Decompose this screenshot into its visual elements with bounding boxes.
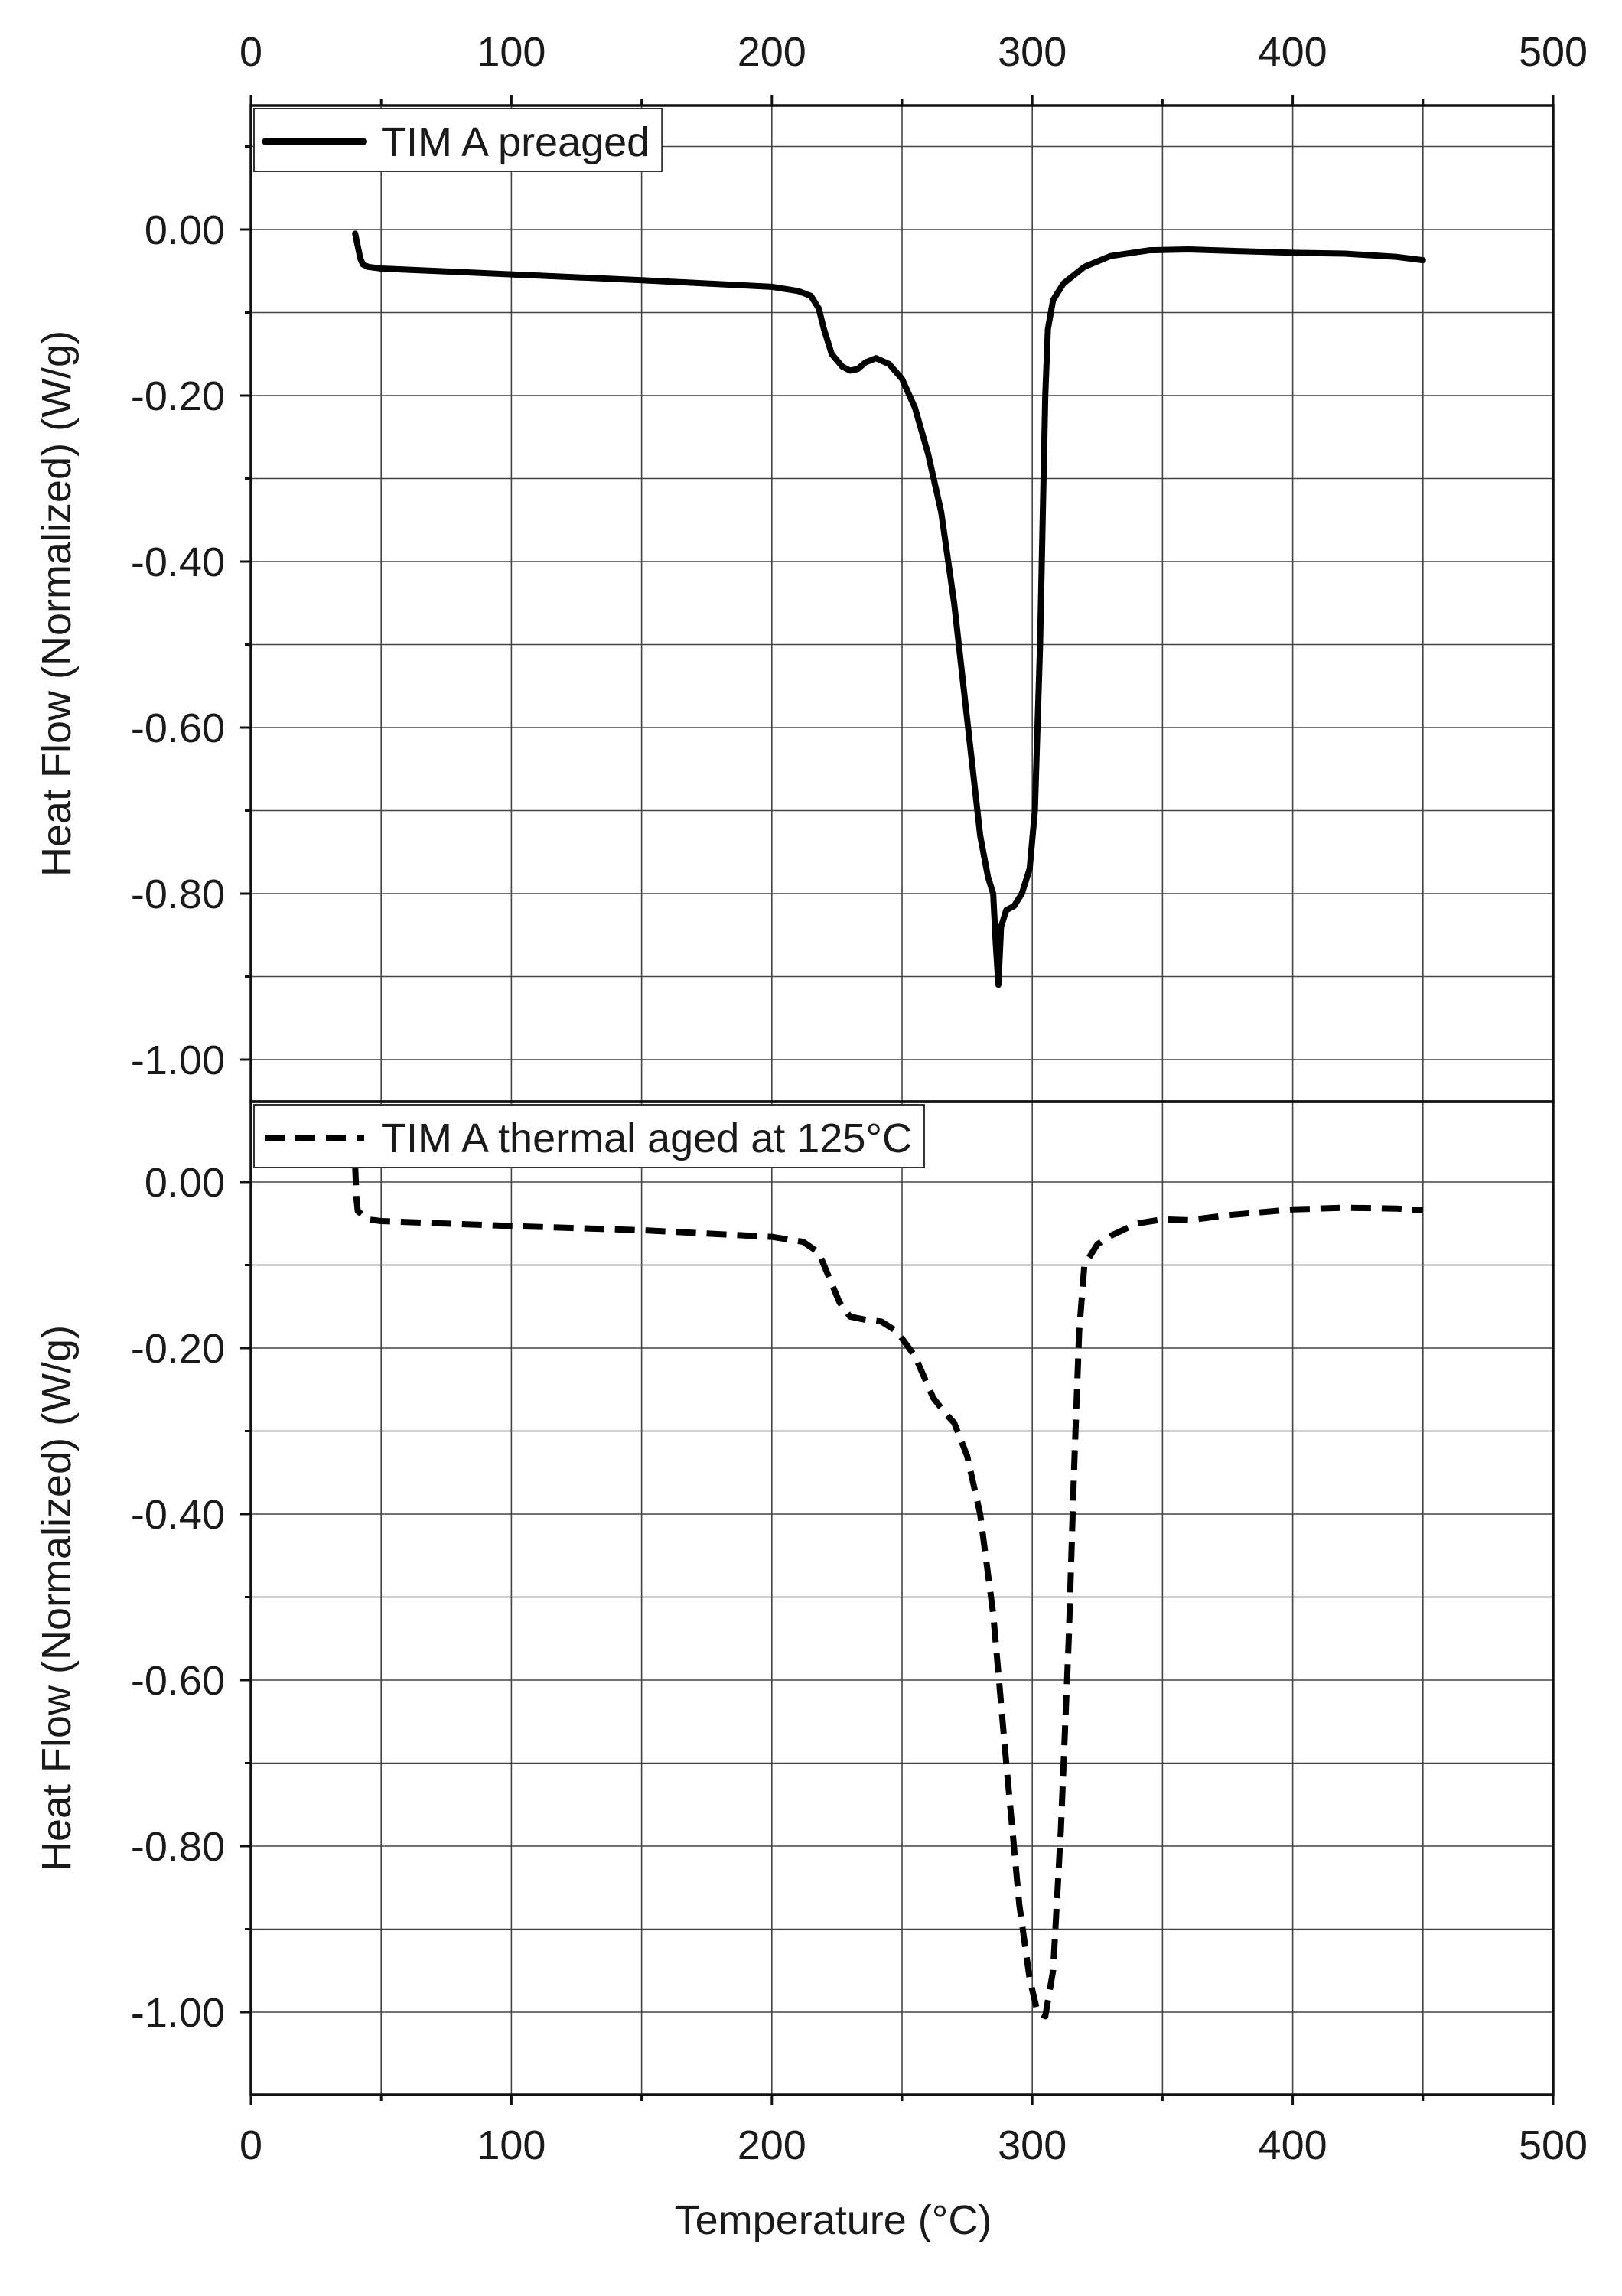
series-line (352, 1165, 1424, 2020)
x-tick-label-top: 0 (239, 29, 262, 75)
y-tick-label: 0.00 (145, 207, 225, 253)
y-tick-label: -0.80 (131, 871, 225, 917)
series-line (352, 230, 1426, 988)
x-tick-label-top: 400 (1259, 29, 1327, 75)
y-tick-label: -0.40 (131, 539, 225, 585)
x-tick-label-bottom: 200 (738, 2122, 806, 2168)
x-tick-label-top: 200 (738, 29, 806, 75)
y-tick-label: -1.00 (131, 1037, 225, 1083)
y-tick-label: 0.00 (145, 1160, 225, 1206)
x-axis-title: Temperature (°C) (675, 2197, 992, 2243)
legend-entry: TIM A thermal aged at 125°C (381, 1115, 912, 1161)
x-tick-label-bottom: 500 (1519, 2122, 1588, 2168)
y-tick-label: -0.40 (131, 1492, 225, 1538)
y-tick-label: -0.20 (131, 373, 225, 419)
x-tick-label-bottom: 0 (239, 2122, 262, 2168)
x-tick-label-bottom: 300 (998, 2122, 1067, 2168)
x-tick-label-top: 300 (998, 29, 1067, 75)
legend-entry: TIM A preaged (381, 119, 650, 165)
x-tick-label-bottom: 100 (477, 2122, 546, 2168)
y-tick-label: -1.00 (131, 1990, 225, 2036)
y-tick-label: -0.80 (131, 1824, 225, 1870)
legend-box (253, 1104, 925, 1168)
grid-layer (251, 106, 1553, 2095)
y-axis-title: Heat Flow (Normalized) (W/g) (34, 1325, 80, 1871)
legend-layer: TIM A preaged TIM A thermal aged at 125°C (253, 108, 925, 1168)
curve-layer (352, 230, 1426, 2020)
y-tick-label: -0.60 (131, 1658, 225, 1704)
x-tick-label-bottom: 400 (1259, 2122, 1327, 2168)
x-tick-label-top: 100 (477, 29, 546, 75)
y-tick-label: -0.20 (131, 1326, 225, 1372)
y-axis-title: Heat Flow (Normalized) (W/g) (34, 331, 80, 877)
tick-layer: 0.00 -0.20 -0.40 -0.60 -0.80 -1.00 Heat Flow (… (34, 29, 1588, 2168)
x-tick-label-top: 500 (1519, 29, 1588, 75)
y-tick-label: -0.60 (131, 705, 225, 751)
